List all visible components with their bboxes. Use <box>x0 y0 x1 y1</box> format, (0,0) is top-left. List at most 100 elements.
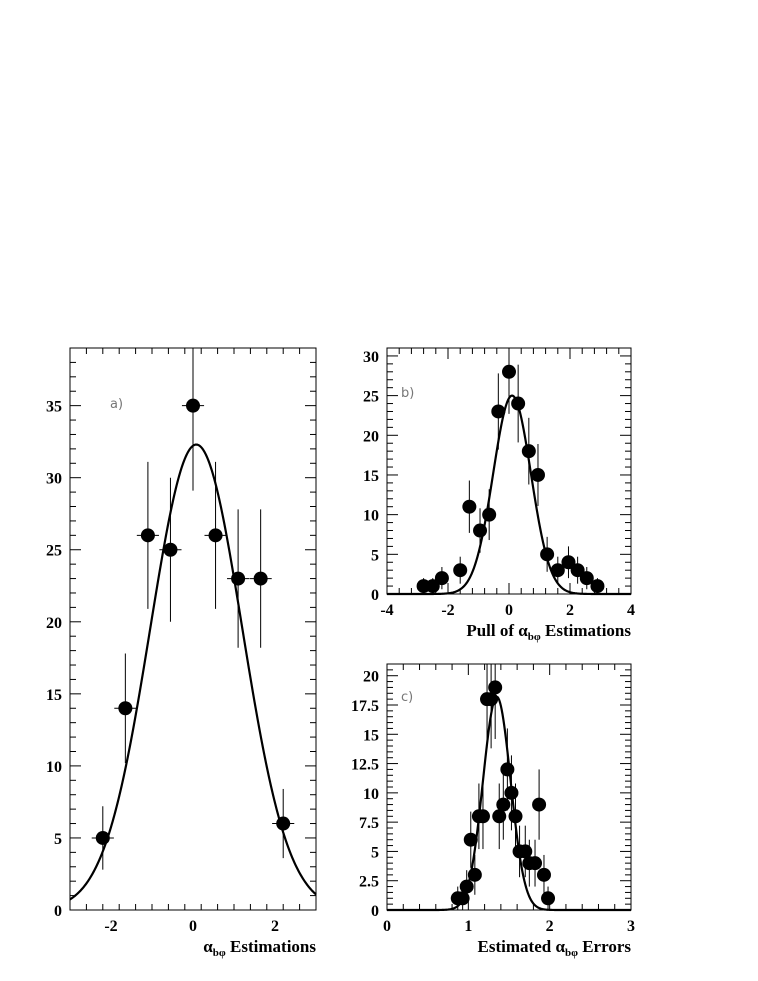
data-marker <box>579 571 594 586</box>
x-tick-label: -2 <box>104 918 117 935</box>
fit-curve <box>387 394 631 596</box>
x-tick-label: 2 <box>546 918 554 935</box>
data-point <box>590 578 605 594</box>
y-tick-label: 20 <box>46 615 62 632</box>
data-marker <box>434 571 449 586</box>
panel-b: 0 5 10 15 20 25 30 -4 -2 0 2 4 b) Pull of αbφ Estimat… <box>363 347 635 643</box>
data-marker <box>253 571 268 586</box>
data-marker <box>462 499 477 514</box>
data-marker <box>231 571 246 586</box>
data-marker <box>484 692 499 707</box>
x-axis-title-rest: Estimations <box>541 621 632 640</box>
data-point <box>114 653 137 764</box>
y-tick-label: 20 <box>363 428 379 445</box>
data-marker <box>459 879 474 894</box>
fit-curve <box>69 443 317 901</box>
data-marker <box>502 364 516 379</box>
data-point <box>536 854 551 895</box>
x-axis-title-subscript: bφ <box>213 947 226 959</box>
y-tick-label: 25 <box>363 389 379 406</box>
data-marker <box>590 579 605 594</box>
y-tick-label: 0 <box>371 587 379 604</box>
data-marker <box>186 398 200 413</box>
x-axis-title-prefix: Estimated <box>478 937 556 956</box>
data-point <box>521 417 536 485</box>
data-point <box>491 373 506 450</box>
data-marker <box>475 809 490 824</box>
data-marker <box>541 891 556 906</box>
y-tick-label: 12.5 <box>351 757 379 774</box>
y-tick-label: 2.5 <box>359 874 379 891</box>
data-point <box>561 546 576 579</box>
x-tick-label: -2 <box>441 602 454 619</box>
data-point <box>467 854 482 895</box>
data-marker <box>570 563 585 578</box>
y-tick-label: 15 <box>363 727 379 744</box>
x-axis-title: αbφ Estimations <box>203 937 316 959</box>
x-axis-title-rest: Errors <box>578 937 631 956</box>
data-point <box>249 509 272 648</box>
data-point <box>462 480 477 533</box>
data-marker <box>208 528 223 543</box>
data-point <box>570 556 585 584</box>
data-point <box>579 567 594 590</box>
data-marker <box>473 523 488 538</box>
data-point <box>204 461 227 609</box>
panel-a: 0 5 10 15 20 25 30 35 -2 0 2 a) αbφ Estimations <box>46 347 317 959</box>
data-point <box>425 578 440 594</box>
y-tick-label: 30 <box>363 349 379 366</box>
y-tick-label: 0 <box>371 903 379 920</box>
y-tick-label: 7.5 <box>359 815 379 832</box>
y-tick-label: 10 <box>46 759 62 776</box>
data-marker <box>95 830 110 845</box>
data-marker <box>530 467 545 482</box>
data-point <box>530 444 545 506</box>
data-point <box>508 783 523 850</box>
data-marker <box>467 867 482 882</box>
data-marker <box>492 809 507 824</box>
x-tick-label: 4 <box>627 602 635 619</box>
data-marker <box>504 785 519 800</box>
data-point <box>227 509 250 648</box>
x-axis-title-prefix: Pull of <box>466 621 518 640</box>
y-tick-label: 5 <box>371 547 379 564</box>
data-point <box>91 806 114 870</box>
panel-label: c) <box>401 690 413 705</box>
y-tick-label: 17.5 <box>351 698 379 715</box>
x-tick-label: 3 <box>627 918 635 935</box>
data-point <box>473 508 488 553</box>
x-tick-label: 1 <box>464 918 472 935</box>
data-point <box>540 536 555 572</box>
y-tick-label: 5 <box>54 831 62 848</box>
data-point <box>136 461 159 609</box>
data-point <box>434 567 449 590</box>
x-tick-label: 2 <box>271 918 279 935</box>
y-tick-label: 5 <box>371 844 379 861</box>
data-marker <box>508 809 523 824</box>
y-tick-label: 0 <box>54 903 62 920</box>
panel-c: 0 2.5 5 7.5 10 12.5 15 17.5 20 0 1 2 3 c) Estimated αb… <box>351 663 635 959</box>
data-point <box>482 489 497 541</box>
x-axis-title-rest: Estimations <box>226 937 317 956</box>
data-marker <box>488 680 503 695</box>
data-marker <box>491 404 506 419</box>
data-point <box>159 477 182 622</box>
data-marker <box>453 563 468 578</box>
x-tick-label: 0 <box>383 918 391 935</box>
data-marker <box>561 555 576 570</box>
x-tick-label: 0 <box>505 602 513 619</box>
data-marker <box>455 891 470 906</box>
y-tick-label: 20 <box>363 669 379 686</box>
data-marker <box>425 579 440 594</box>
data-point <box>488 664 503 739</box>
data-point <box>181 348 205 491</box>
data-point <box>528 839 543 887</box>
data-point <box>541 886 556 910</box>
data-point <box>532 769 547 840</box>
data-marker <box>536 867 551 882</box>
data-marker <box>496 797 511 812</box>
x-axis-title-greek: α <box>518 621 528 640</box>
data-point <box>459 870 474 903</box>
y-tick-label: 25 <box>46 543 62 560</box>
